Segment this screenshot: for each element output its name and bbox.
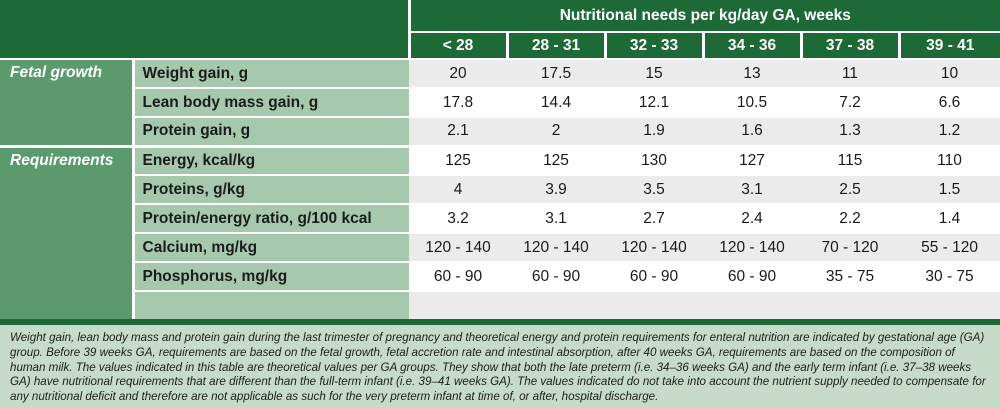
- table-cell: 60 - 90: [703, 261, 801, 291]
- table-cell: 4: [409, 174, 507, 204]
- row-label: Calcium, mg/kg: [131, 232, 409, 262]
- table-cell: 1.3: [801, 116, 899, 146]
- header-blank: [0, 0, 409, 32]
- column-header: 28 - 31: [505, 31, 605, 59]
- table-cell: 3.2: [409, 203, 507, 233]
- table-cell: 1.2: [899, 116, 1000, 146]
- table-cell: 13: [703, 58, 801, 88]
- table-cell: 60 - 90: [605, 261, 703, 291]
- row-label: Lean body mass gain, g: [131, 87, 409, 117]
- table-cell: 120 - 140: [507, 232, 605, 262]
- table-cell: 10.5: [703, 87, 801, 117]
- table-cell: 120 - 140: [409, 232, 507, 262]
- table-cell: 11: [801, 58, 899, 88]
- table-cell: 70 - 120: [801, 232, 899, 262]
- table-cell: 2.5: [801, 174, 899, 204]
- table-row: Requirements Energy, kcal/kg 125 125 130…: [0, 144, 1000, 319]
- table-cell: 120 - 140: [703, 232, 801, 262]
- table-cell: 10: [899, 58, 1000, 88]
- column-header: < 28: [407, 31, 507, 59]
- table-cell: 125: [507, 144, 605, 175]
- table-footnote: Weight gain, lean body mass and protein …: [0, 322, 1000, 408]
- table-cell: 17.5: [507, 58, 605, 88]
- table-cell: 3.9: [507, 174, 605, 204]
- column-header: 34 - 36: [701, 31, 801, 59]
- table-cell: 30 - 75: [899, 261, 1000, 291]
- group-label-fetal-growth: Fetal growth: [0, 58, 133, 146]
- row-label: Weight gain, g: [131, 58, 409, 88]
- table-cell: 2.4: [703, 203, 801, 233]
- table-cell: 6.6: [899, 87, 1000, 117]
- table-cell: 1.6: [703, 116, 801, 146]
- table-cell: 115: [801, 144, 899, 175]
- table-cell: 1.9: [605, 116, 703, 146]
- table-title-row: Nutritional needs per kg/day GA, weeks: [0, 0, 1000, 32]
- table-cell: 130: [605, 144, 703, 175]
- table-cell: 1.4: [899, 203, 1000, 233]
- table-cell: 120 - 140: [605, 232, 703, 262]
- table-row: Proteins, g/kg 4 3.9 3.5 3.1 2.5 1.5: [0, 174, 1000, 204]
- table-cell: 20: [409, 58, 507, 88]
- table-row: Fetal growth Weight gain, g 20 17.5 15 1…: [0, 58, 1000, 146]
- header-blank: [0, 32, 409, 59]
- table-title: Nutritional needs per kg/day GA, weeks: [407, 0, 1000, 32]
- table-cell: 2.2: [801, 203, 899, 233]
- column-header: 32 - 33: [603, 31, 703, 59]
- table-cell: 17.8: [409, 87, 507, 117]
- row-label: Phosphorus, mg/kg: [131, 261, 409, 291]
- column-header: 37 - 38: [799, 31, 899, 59]
- row-label: Proteins, g/kg: [131, 174, 409, 204]
- table-cell: 2.7: [605, 203, 703, 233]
- table-cell: 3.5: [605, 174, 703, 204]
- row-label: Protein/energy ratio, g/100 kcal: [131, 203, 409, 233]
- table-cell: 2: [507, 116, 605, 146]
- table-cell: 127: [703, 144, 801, 175]
- nutrition-table: Nutritional needs per kg/day GA, weeks <…: [0, 0, 1000, 319]
- table-cell: 12.1: [605, 87, 703, 117]
- table-cell: 14.4: [507, 87, 605, 117]
- table-cell: 3.1: [703, 174, 801, 204]
- table-cell: 110: [899, 144, 1000, 175]
- table-row: Protein/energy ratio, g/100 kcal 3.2 3.1…: [0, 203, 1000, 233]
- group-label-requirements: Requirements: [0, 144, 133, 319]
- table-cell: 2.1: [409, 116, 507, 146]
- empty-row-label: [131, 290, 409, 319]
- column-header-row: < 28 28 - 31 32 - 33 34 - 36 37 - 38 39 …: [0, 31, 1000, 59]
- table-cell: 60 - 90: [409, 261, 507, 291]
- table-cell: 7.2: [801, 87, 899, 117]
- table-cell: 35 - 75: [801, 261, 899, 291]
- table-cell: 3.1: [507, 203, 605, 233]
- table-row: Protein gain, g 2.1 2 1.9 1.6 1.3 1.2: [0, 116, 1000, 146]
- row-label: Energy, kcal/kg: [131, 144, 409, 175]
- table-cell: 15: [605, 58, 703, 88]
- table-cell: 125: [409, 144, 507, 175]
- table-cell: 60 - 90: [507, 261, 605, 291]
- table-row: Lean body mass gain, g 17.8 14.4 12.1 10…: [0, 87, 1000, 117]
- table-row: Phosphorus, mg/kg 60 - 90 60 - 90 60 - 9…: [0, 261, 1000, 291]
- table-cell: 55 - 120: [899, 232, 1000, 262]
- empty-row: [0, 290, 1000, 319]
- column-header: 39 - 41: [897, 31, 1000, 59]
- row-label: Protein gain, g: [131, 116, 409, 146]
- table-row: Calcium, mg/kg 120 - 140 120 - 140 120 -…: [0, 232, 1000, 262]
- empty-row-cells: [409, 290, 1000, 319]
- table-cell: 1.5: [899, 174, 1000, 204]
